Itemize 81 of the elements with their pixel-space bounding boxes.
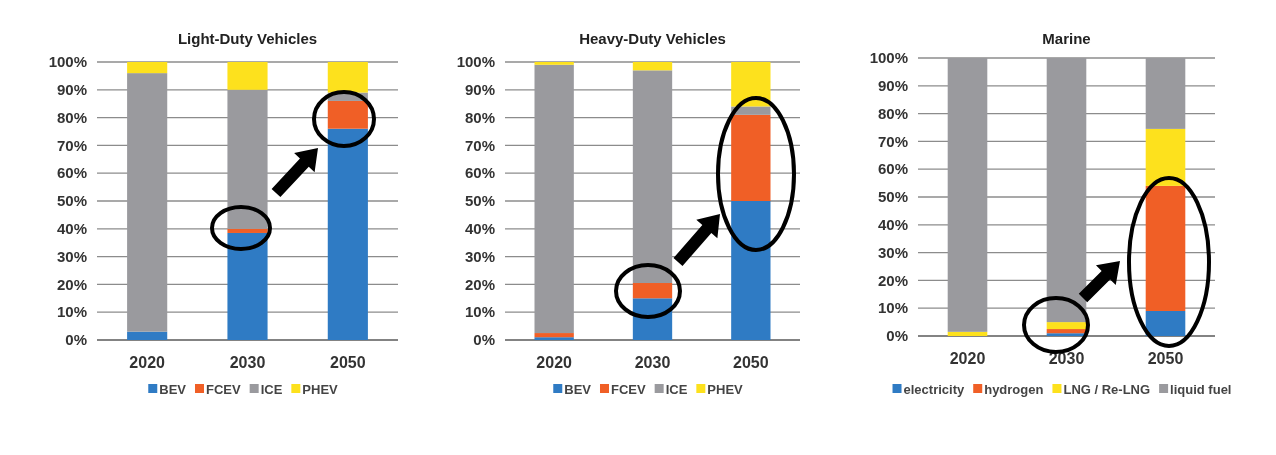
legend-label: BEV [564,381,592,397]
y-tick-label: 40% [877,216,908,234]
y-tick-label: 60% [877,160,908,178]
legend-label: ICE [665,381,688,397]
x-tick-label: 2020 [949,350,986,367]
y-tick-label: 40% [464,220,495,238]
y-tick-label: 70% [56,136,87,154]
y-tick-label: 90% [877,77,908,95]
legend-label: LNG / Re-LNG [1063,381,1151,397]
chart-title: Light-Duty Vehicles [177,30,318,47]
bar [227,228,268,233]
x-tick-label: 2050 [733,354,769,371]
y-tick-label: 30% [464,247,495,265]
y-tick-label: 30% [56,247,87,265]
y-tick-label: 30% [877,243,908,261]
y-tick-label: 90% [464,81,495,99]
y-tick-label: 100% [869,49,908,67]
bar [534,62,574,65]
legend-label: FCEV [610,381,646,397]
x-tick-label: 2020 [129,354,166,371]
bar [327,62,368,93]
y-tick-label: 50% [464,192,495,210]
y-tick-label: 0% [886,327,908,345]
y-tick-label: 60% [56,164,87,182]
bar [1145,58,1186,129]
bar [731,114,771,201]
y-tick-label: 100% [48,53,87,71]
x-tick-label: 2020 [536,354,573,371]
bar [947,331,988,336]
bar [1046,329,1087,334]
bar [947,58,988,332]
legend-label: hydrogen [984,381,1044,397]
bar [1145,310,1186,336]
y-tick-label: 80% [56,108,87,126]
chart-title: Marine [1042,30,1091,47]
y-tick-label: 60% [464,164,495,182]
y-tick-label: 20% [877,271,908,289]
y-tick-label: 10% [464,303,495,321]
bar [534,333,574,338]
legend-label: BEV [159,381,187,397]
y-tick-label: 70% [877,132,908,150]
legend-label: FCEV [205,381,241,397]
legend-label: liquid fuel [1170,381,1232,397]
y-tick-label: 90% [56,81,87,99]
y-tick-label: 20% [56,275,87,293]
y-tick-label: 0% [473,331,495,349]
y-tick-label: 80% [877,104,908,122]
legend-label: PHEV [707,381,744,397]
legend-label: electricity [903,381,965,397]
bar [127,73,168,332]
bar [327,100,368,129]
x-tick-label: 2030 [229,354,266,371]
legend-label: PHEV [302,381,339,397]
x-tick-label: 2030 [1048,350,1085,367]
bar [534,64,574,334]
bar [632,283,673,299]
y-tick-label: 70% [464,136,495,154]
bar [534,337,574,340]
bar [1046,322,1087,330]
x-tick-label: 2030 [634,354,671,371]
bar [1145,185,1186,311]
x-tick-label: 2050 [1147,350,1184,367]
y-tick-label: 20% [464,275,495,293]
bar [1145,128,1186,186]
bar [127,62,168,74]
bar [127,331,168,340]
y-tick-label: 80% [464,108,495,126]
y-tick-label: 0% [65,331,87,349]
x-tick-label: 2050 [330,354,366,371]
legend-label: ICE [260,381,283,397]
y-tick-label: 10% [56,303,87,321]
y-tick-label: 50% [56,192,87,210]
bar [227,62,268,90]
bar [632,62,673,71]
y-tick-label: 10% [877,299,908,317]
bar [1046,333,1087,336]
y-tick-label: 40% [56,220,87,238]
y-tick-label: 100% [456,53,495,71]
bar [731,62,771,107]
chart-title: Heavy-Duty Vehicles [579,30,726,47]
y-tick-label: 50% [877,188,908,206]
